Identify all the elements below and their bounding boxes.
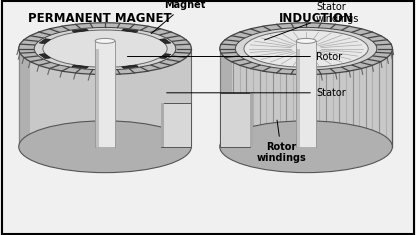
Polygon shape (121, 65, 139, 68)
Ellipse shape (43, 30, 167, 67)
Polygon shape (220, 49, 232, 147)
Polygon shape (161, 103, 191, 147)
Polygon shape (95, 49, 99, 147)
Polygon shape (250, 93, 253, 147)
Polygon shape (39, 54, 51, 59)
Polygon shape (296, 49, 300, 147)
Text: PERMANENT MAGNET: PERMANENT MAGNET (28, 12, 172, 25)
Polygon shape (19, 49, 191, 173)
Polygon shape (72, 65, 89, 68)
Ellipse shape (220, 121, 392, 173)
Text: Magnet: Magnet (151, 0, 205, 34)
Ellipse shape (19, 23, 191, 74)
Ellipse shape (296, 38, 316, 43)
Polygon shape (161, 103, 164, 147)
Polygon shape (220, 93, 250, 147)
Polygon shape (19, 49, 30, 147)
Polygon shape (296, 41, 316, 147)
Ellipse shape (19, 121, 191, 173)
Polygon shape (220, 49, 392, 147)
Text: Stator: Stator (167, 88, 346, 98)
Ellipse shape (95, 38, 115, 43)
Polygon shape (72, 29, 89, 32)
Ellipse shape (235, 27, 377, 70)
Ellipse shape (244, 30, 368, 67)
Text: Rotor
windings: Rotor windings (257, 120, 307, 163)
Text: Rotor: Rotor (127, 51, 342, 62)
Text: Stator
windings: Stator windings (265, 2, 359, 40)
Polygon shape (39, 39, 51, 44)
Ellipse shape (220, 23, 392, 74)
Polygon shape (159, 39, 171, 44)
Polygon shape (95, 41, 115, 147)
Polygon shape (159, 54, 171, 59)
Polygon shape (121, 29, 139, 32)
Text: INDUCTION: INDUCTION (278, 12, 353, 25)
Ellipse shape (34, 27, 176, 70)
